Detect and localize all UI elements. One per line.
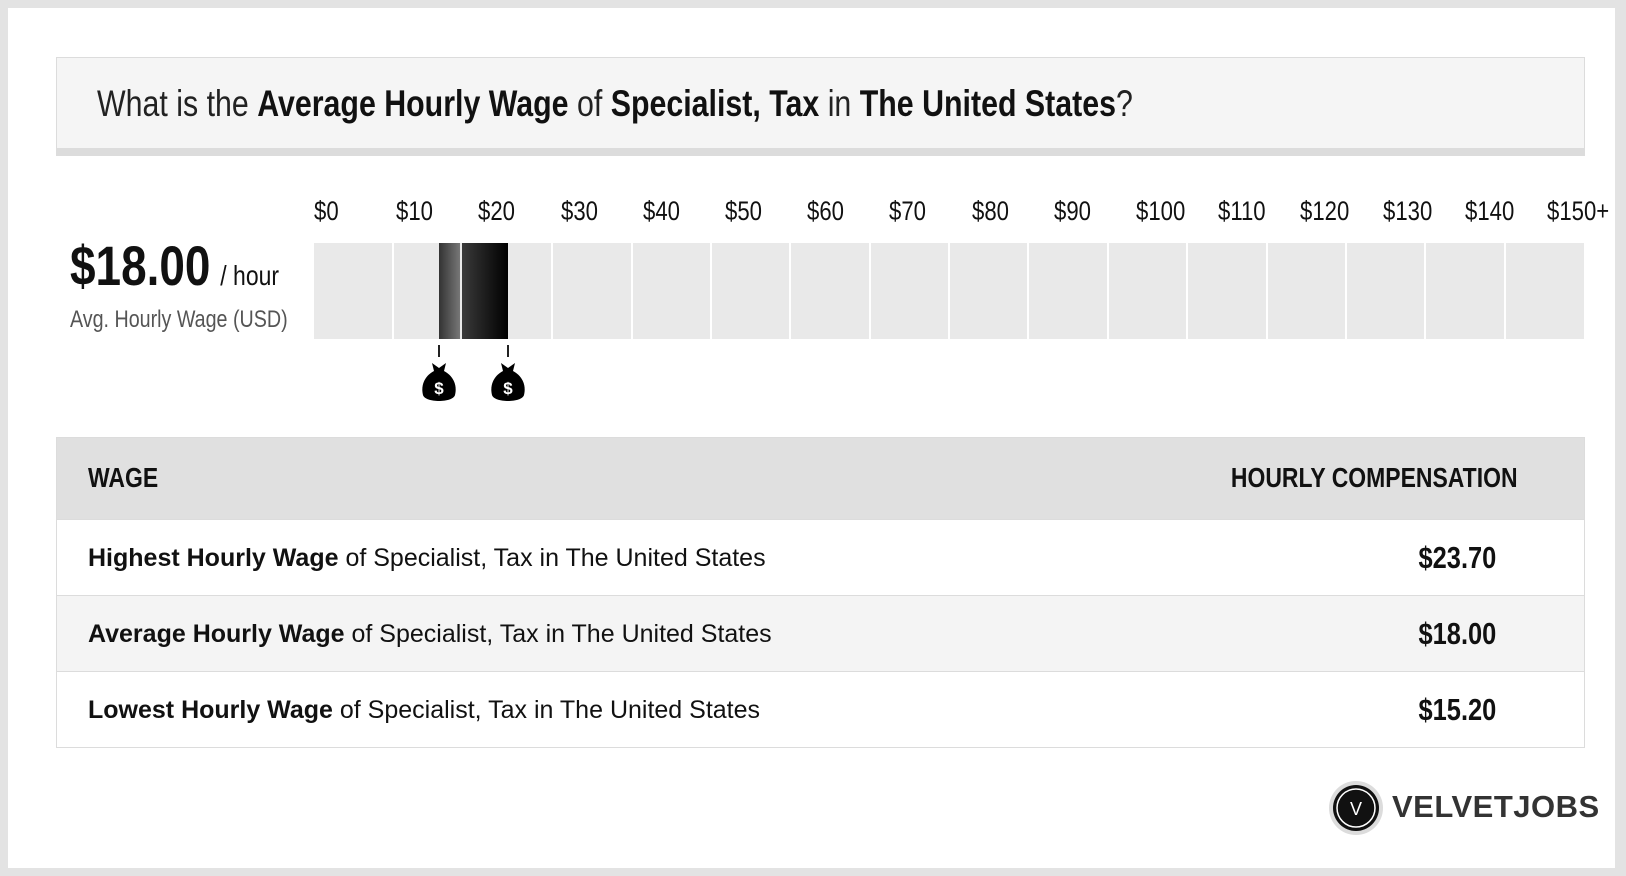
tick-label: $150+ <box>1547 196 1610 226</box>
table-row: Average Hourly Wage of Specialist, Tax i… <box>57 595 1584 671</box>
tick-label: $100 <box>1136 196 1186 226</box>
title-job: Specialist, Tax <box>610 83 820 124</box>
bar-column-divider <box>1186 243 1189 339</box>
tick-label: $90 <box>1053 196 1091 226</box>
low-wage-marker: $ <box>417 345 461 410</box>
average-wage-amount: $18.00 <box>70 234 211 297</box>
bar-column-divider <box>868 243 871 339</box>
wage-range-bar <box>314 243 1584 339</box>
row-label-rest: of Specialist, Tax in The United States <box>344 620 772 648</box>
header-wage: WAGE <box>88 460 174 496</box>
bar-column-divider <box>630 243 633 339</box>
bar-column-divider <box>709 243 712 339</box>
header-hourly-compensation: HOURLY COMPENSATION <box>1168 460 1518 496</box>
wage-range-low-segment <box>438 243 461 339</box>
header-hourly-compensation-label: HOURLY COMPENSATION <box>1231 462 1518 493</box>
tick-label: $130 <box>1382 196 1432 226</box>
row-label: Lowest Hourly Wage of Specialist, Tax in… <box>88 672 760 748</box>
bar-column-divider <box>789 243 792 339</box>
row-label-bold: Highest Hourly Wage <box>88 544 339 572</box>
title-metric: Average Hourly Wage <box>257 83 569 124</box>
marker-tick <box>437 345 440 357</box>
tick-label: $20 <box>478 196 516 226</box>
row-value: $23.70 <box>1337 520 1577 596</box>
tick-label: $80 <box>971 196 1009 226</box>
velvetjobs-logo-letter: V <box>1350 799 1362 819</box>
row-value-text: $18.00 <box>1418 616 1496 651</box>
title-location: The United States <box>859 83 1116 124</box>
tick-label: $50 <box>725 196 762 226</box>
title-prefix: What is the <box>97 83 258 124</box>
header-wage-label: WAGE <box>88 462 159 493</box>
tick-label: $40 <box>642 196 680 226</box>
row-value-text: $15.20 <box>1418 692 1496 727</box>
table-header: WAGE HOURLY COMPENSATION <box>57 438 1584 519</box>
velvetjobs-logo-icon: V <box>1329 781 1383 835</box>
table-row: Lowest Hourly Wage of Specialist, Tax in… <box>57 671 1584 747</box>
money-bag-icon: $ <box>491 363 525 401</box>
bar-column-divider <box>1424 243 1427 339</box>
average-wage-caption-text: Avg. Hourly Wage (USD) <box>70 306 288 333</box>
row-value: $18.00 <box>1337 596 1577 672</box>
row-label: Average Hourly Wage of Specialist, Tax i… <box>88 596 772 672</box>
bar-column-divider <box>1265 243 1268 339</box>
row-label-bold: Average Hourly Wage <box>88 620 345 648</box>
average-wage-unit: / hour <box>220 260 280 291</box>
tick-label: $30 <box>560 196 598 226</box>
bar-column-divider <box>1027 243 1030 339</box>
bar-column-divider <box>1344 243 1347 339</box>
wage-table: WAGE HOURLY COMPENSATION Highest Hourly … <box>56 437 1585 748</box>
wage-scale-ticks: $0 $10 $20 $30 $40 $50 $60 $70 $80 $90 $100 $110 $12… <box>314 194 1609 230</box>
marker-tick <box>507 345 510 357</box>
page-title: What is the Average Hourly Wage of Speci… <box>97 82 1360 126</box>
title-of: of <box>568 83 611 124</box>
svg-text:$: $ <box>503 379 513 398</box>
bar-column-divider <box>551 243 554 339</box>
average-wage-value: $18.00 / hour <box>70 236 325 306</box>
wage-infographic-card: What is the Average Hourly Wage of Speci… <box>8 8 1615 868</box>
wage-range-high-segment <box>462 243 509 339</box>
title-suffix: ? <box>1115 83 1133 124</box>
high-wage-marker: $ <box>486 345 530 410</box>
tick-label: $0 <box>314 196 339 226</box>
bar-column-divider <box>392 243 395 339</box>
bar-column-divider <box>1106 243 1109 339</box>
row-label: Highest Hourly Wage of Specialist, Tax i… <box>88 520 766 596</box>
title-in: in <box>819 83 860 124</box>
tick-label: $140 <box>1464 196 1515 226</box>
row-value: $15.20 <box>1337 672 1577 748</box>
row-value-text: $23.70 <box>1418 540 1496 575</box>
velvetjobs-logo-name: VELVETJOBS <box>1392 789 1600 824</box>
svg-text:$: $ <box>434 379 444 398</box>
tick-label: $120 <box>1300 196 1350 226</box>
row-label-rest: of Specialist, Tax in The United States <box>332 696 761 724</box>
row-label-rest: of Specialist, Tax in The United States <box>338 544 766 572</box>
tick-label: $110 <box>1218 196 1266 226</box>
row-label-bold: Lowest Hourly Wage <box>88 696 333 724</box>
title-banner: What is the Average Hourly Wage of Speci… <box>56 57 1585 156</box>
bar-column-divider <box>948 243 950 339</box>
average-wage-caption: Avg. Hourly Wage (USD) <box>70 305 335 335</box>
tick-label: $70 <box>889 196 927 226</box>
tick-label: $60 <box>807 196 845 226</box>
table-row: Highest Hourly Wage of Specialist, Tax i… <box>57 519 1584 595</box>
tick-label: $10 <box>396 196 434 226</box>
money-bag-icon: $ <box>421 363 456 401</box>
velvetjobs-logo[interactable]: V VELVETJOBS <box>1328 778 1599 838</box>
bar-column-divider <box>1503 243 1506 339</box>
